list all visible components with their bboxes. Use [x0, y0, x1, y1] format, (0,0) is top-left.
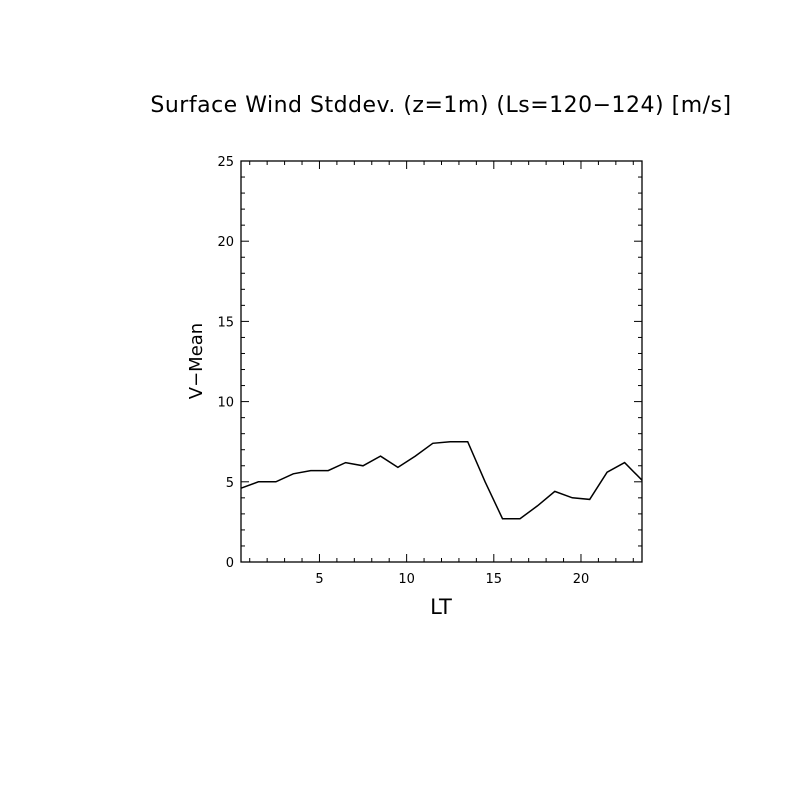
y-axis-label: V−Mean [186, 323, 207, 399]
series-line [240, 440, 643, 520]
plot-frame [240, 160, 643, 563]
y-tick-label: 0 [226, 556, 234, 571]
y-tick-label: 25 [217, 155, 234, 170]
x-tick-label: 10 [398, 572, 415, 587]
tick-labels: 5 10 15 20 0 5 10 15 20 25 [217, 155, 589, 587]
x-tick-label: 15 [486, 572, 503, 587]
chart-title: Surface Wind Stddev. (z=1m) (Ls=120−124)… [150, 93, 731, 118]
x-axis-label: LT [430, 595, 452, 619]
ticks [241, 160, 642, 563]
y-tick-label: 10 [217, 396, 234, 411]
y-tick-label: 5 [226, 476, 234, 491]
x-tick-label: 5 [315, 572, 323, 587]
x-tick-label: 20 [573, 572, 590, 587]
y-tick-label: 20 [217, 235, 234, 250]
y-tick-label: 15 [217, 315, 234, 330]
